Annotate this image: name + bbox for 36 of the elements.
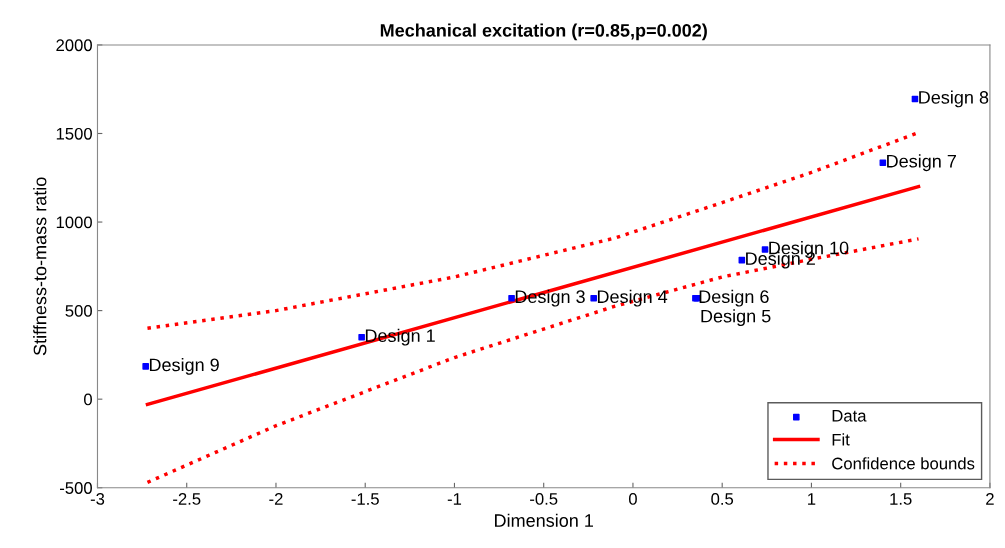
y-tick-label: 1000 xyxy=(56,216,92,229)
x-tick-label: -1 xyxy=(447,493,462,505)
y-tick-label: -500 xyxy=(60,482,92,494)
x-tick-label: 0.5 xyxy=(711,493,734,505)
chart-title: Mechanical excitation (r=0.85,p=0.002) xyxy=(380,23,707,41)
x-tick-label: -3 xyxy=(90,493,105,505)
legend-label: Data xyxy=(832,410,867,422)
line-series xyxy=(145,237,921,485)
annotation: Design 3 xyxy=(515,289,585,307)
point xyxy=(508,294,515,302)
y-axis-title: Stiffness-to-mass ratio xyxy=(33,177,47,356)
x-axis-title: Dimension 1 xyxy=(495,513,593,527)
x-tick-label: -0.5 xyxy=(530,493,558,505)
annotation: Design 7 xyxy=(887,154,956,172)
y-tick-label: 1500 xyxy=(56,127,92,140)
x-tick-label: -2 xyxy=(269,493,283,505)
annotation: Design 5 xyxy=(701,309,771,327)
point xyxy=(358,333,365,341)
x-tick-label: 1.5 xyxy=(890,493,912,505)
x-tick-label: -2.5 xyxy=(173,493,201,505)
x-tick-label: -1.5 xyxy=(351,493,379,505)
annotation: Design 4 xyxy=(597,289,668,307)
point xyxy=(879,159,887,167)
annotation: Design 6 xyxy=(699,289,769,307)
y-tick-label: 500 xyxy=(65,305,92,317)
legend-label: Confidence bounds xyxy=(832,457,975,470)
x-tick-label: 1 xyxy=(808,493,816,505)
point xyxy=(590,294,597,302)
annotation: Design 8 xyxy=(919,90,989,108)
legend-label: Fit xyxy=(832,433,850,446)
point xyxy=(142,363,149,370)
x-tick-label: 0 xyxy=(628,493,637,505)
annotation: Design 9 xyxy=(149,357,219,375)
x-tick-label: 2 xyxy=(986,493,994,505)
y-tick-label: 0 xyxy=(84,393,92,406)
y-tick-label: 2000 xyxy=(56,39,92,52)
